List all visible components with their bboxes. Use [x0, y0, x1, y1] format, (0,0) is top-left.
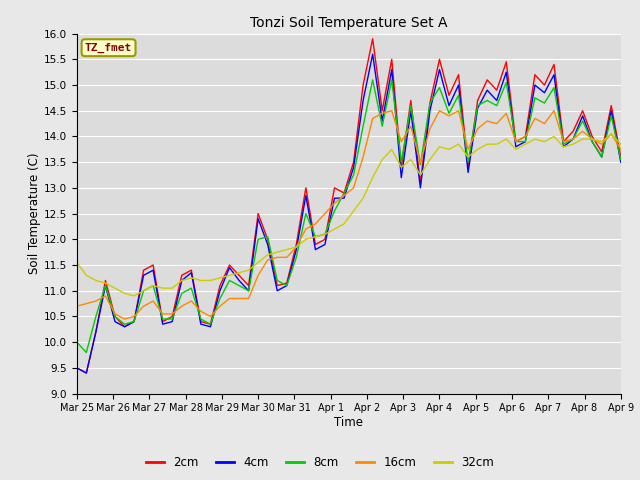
Line: 32cm: 32cm [77, 134, 621, 296]
8cm [83, 349, 90, 355]
8cm [550, 85, 558, 91]
8cm [454, 93, 462, 98]
4cm [207, 324, 214, 330]
32cm [207, 277, 214, 283]
Line: 4cm: 4cm [77, 54, 621, 373]
8cm [369, 77, 376, 83]
32cm [73, 260, 81, 265]
8cm [493, 103, 500, 108]
8cm [207, 321, 214, 327]
4cm [73, 365, 81, 371]
2cm [369, 36, 376, 42]
2cm [83, 370, 90, 376]
32cm [483, 141, 491, 147]
32cm [541, 139, 548, 144]
2cm [73, 365, 81, 371]
16cm [207, 313, 214, 319]
32cm [216, 275, 224, 281]
Text: TZ_fmet: TZ_fmet [85, 43, 132, 53]
32cm [445, 146, 453, 152]
2cm [207, 321, 214, 327]
8cm [617, 156, 625, 162]
Line: 2cm: 2cm [77, 39, 621, 373]
4cm [550, 72, 558, 78]
32cm [607, 131, 615, 137]
2cm [598, 149, 605, 155]
4cm [83, 370, 90, 376]
Line: 16cm: 16cm [77, 111, 621, 319]
2cm [493, 87, 500, 93]
16cm [493, 121, 500, 127]
4cm [216, 288, 224, 294]
Title: Tonzi Soil Temperature Set A: Tonzi Soil Temperature Set A [250, 16, 447, 30]
16cm [550, 108, 558, 114]
16cm [388, 108, 396, 114]
4cm [617, 159, 625, 165]
32cm [617, 141, 625, 147]
2cm [454, 72, 462, 78]
Y-axis label: Soil Temperature (C): Soil Temperature (C) [28, 153, 41, 275]
2cm [617, 154, 625, 160]
8cm [73, 339, 81, 345]
8cm [598, 154, 605, 160]
4cm [369, 51, 376, 57]
Line: 8cm: 8cm [77, 80, 621, 352]
4cm [493, 97, 500, 103]
16cm [216, 303, 224, 309]
32cm [130, 293, 138, 299]
8cm [216, 296, 224, 301]
X-axis label: Time: Time [334, 416, 364, 429]
16cm [454, 108, 462, 114]
2cm [216, 283, 224, 288]
32cm [588, 136, 596, 142]
16cm [617, 146, 625, 152]
2cm [550, 61, 558, 67]
16cm [598, 141, 605, 147]
4cm [598, 154, 605, 160]
4cm [454, 82, 462, 88]
16cm [73, 303, 81, 309]
Legend: 2cm, 4cm, 8cm, 16cm, 32cm: 2cm, 4cm, 8cm, 16cm, 32cm [141, 452, 499, 474]
16cm [121, 316, 129, 322]
